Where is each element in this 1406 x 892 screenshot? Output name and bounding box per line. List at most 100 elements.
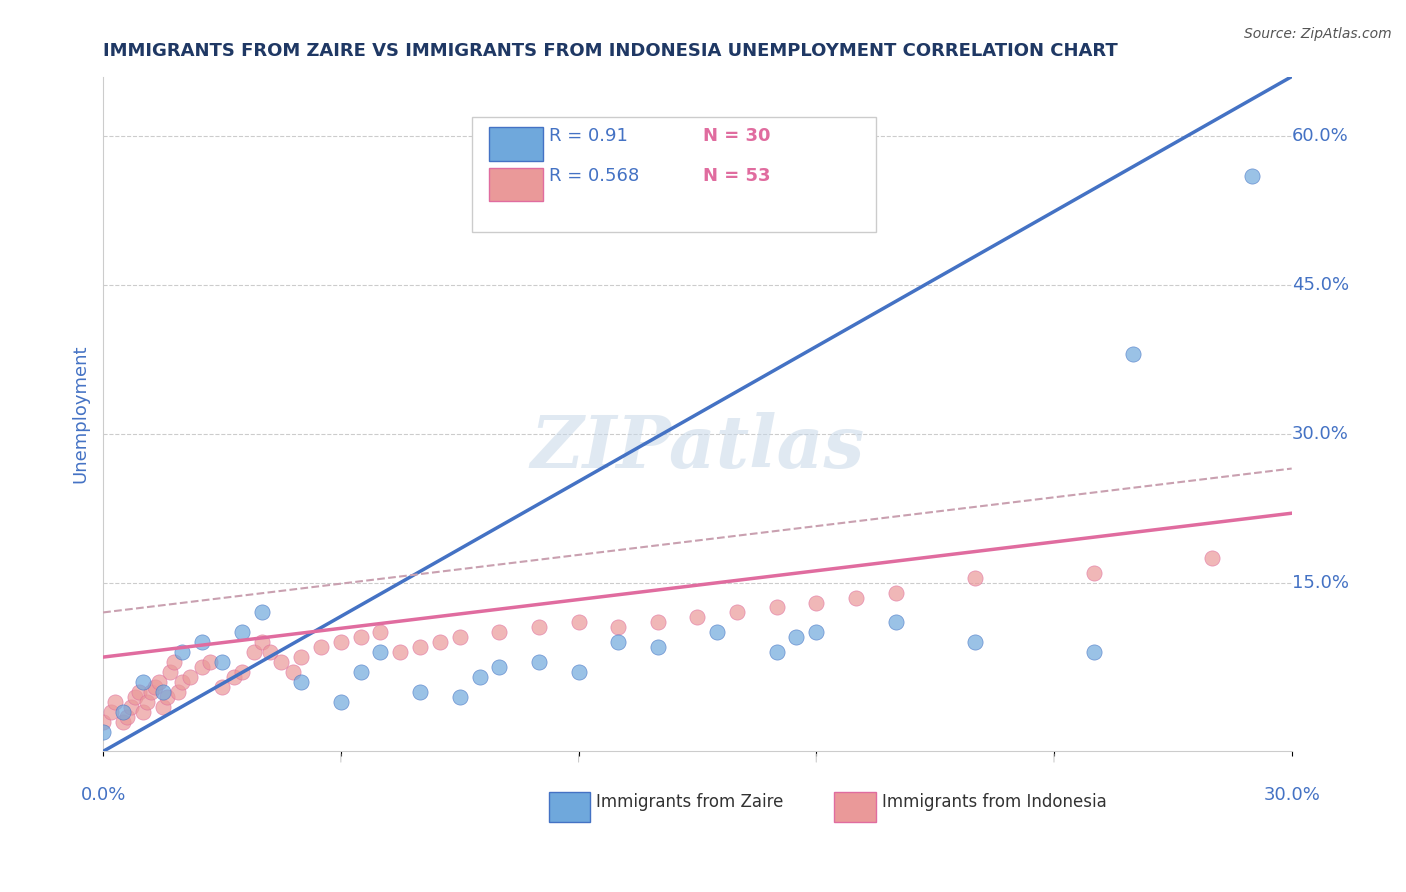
Point (350, 630, 373, 644)
Point (250, 635, 273, 649)
Point (409, 685, 432, 699)
Point (567, 665, 589, 679)
Point (607, 620, 630, 634)
Point (449, 630, 471, 644)
Point (370, 645, 392, 659)
Point (172, 674, 194, 689)
Point (259, 645, 281, 659)
Point (963, 635, 986, 649)
Text: Immigrants from Zaire: Immigrants from Zaire (596, 793, 783, 811)
Point (706, 625, 728, 640)
Point (527, 620, 550, 634)
FancyBboxPatch shape (834, 792, 876, 822)
Point (152, 685, 174, 699)
Point (115, 709, 138, 723)
Text: ZIPatlas: ZIPatlas (530, 412, 865, 483)
Text: R = 0.91: R = 0.91 (548, 127, 627, 145)
Point (527, 655, 550, 669)
Point (785, 630, 807, 644)
Point (350, 665, 373, 679)
Point (139, 685, 162, 699)
Point (765, 645, 787, 659)
Point (686, 610, 709, 624)
Point (163, 655, 186, 669)
Text: 30.0%: 30.0% (1263, 786, 1320, 804)
Point (607, 635, 630, 649)
Point (120, 699, 142, 714)
Point (111, 714, 134, 729)
Point (488, 625, 510, 640)
Text: 15.0%: 15.0% (1292, 574, 1348, 591)
Text: 60.0%: 60.0% (1292, 128, 1348, 145)
Point (104, 695, 127, 709)
Point (567, 615, 589, 630)
Text: Immigrants from Indonesia: Immigrants from Indonesia (882, 793, 1107, 811)
Point (132, 705, 155, 719)
Point (409, 640, 432, 655)
Point (100, 705, 122, 719)
Point (132, 674, 155, 689)
Point (806, 595, 828, 609)
Point (91, 724, 114, 739)
Point (488, 660, 510, 674)
Text: R = 0.568: R = 0.568 (548, 167, 640, 186)
Point (231, 665, 253, 679)
Point (172, 645, 194, 659)
Point (468, 670, 491, 684)
Point (242, 645, 264, 659)
Point (1122, 347, 1144, 361)
Point (270, 655, 292, 669)
Point (148, 674, 170, 689)
Point (1083, 566, 1105, 580)
Point (135, 695, 157, 709)
Point (329, 695, 352, 709)
Point (806, 625, 828, 640)
Point (231, 625, 253, 640)
Point (179, 670, 201, 684)
Text: IMMIGRANTS FROM ZAIRE VS IMMIGRANTS FROM INDONESIA UNEMPLOYMENT CORRELATION CHAR: IMMIGRANTS FROM ZAIRE VS IMMIGRANTS FROM… (103, 42, 1118, 60)
Point (250, 606, 273, 620)
Point (429, 635, 451, 649)
Point (191, 660, 214, 674)
Text: N = 30: N = 30 (703, 127, 770, 145)
Point (152, 699, 174, 714)
Point (449, 690, 471, 704)
Point (1241, 169, 1264, 183)
Point (290, 650, 312, 665)
FancyBboxPatch shape (489, 128, 543, 161)
Y-axis label: Unemployment: Unemployment (72, 344, 89, 483)
Text: 30.0%: 30.0% (1292, 425, 1348, 442)
FancyBboxPatch shape (548, 792, 591, 822)
Point (143, 680, 166, 694)
Text: 0.0%: 0.0% (80, 786, 125, 804)
Point (155, 690, 177, 704)
Point (309, 640, 332, 655)
Point (845, 591, 868, 605)
Point (647, 640, 669, 655)
Point (290, 674, 312, 689)
Point (647, 615, 669, 630)
Point (725, 606, 748, 620)
Point (211, 655, 233, 669)
Point (370, 625, 392, 640)
Point (884, 585, 907, 599)
Point (389, 645, 412, 659)
Point (283, 665, 305, 679)
Point (1083, 645, 1105, 659)
Point (159, 665, 181, 679)
Point (222, 670, 245, 684)
Point (91, 714, 114, 729)
FancyBboxPatch shape (489, 168, 543, 202)
Point (1201, 550, 1223, 565)
FancyBboxPatch shape (471, 117, 876, 232)
Text: N = 53: N = 53 (703, 167, 770, 186)
Point (963, 571, 986, 585)
Point (167, 685, 190, 699)
Point (124, 690, 146, 704)
Point (765, 600, 787, 615)
Point (191, 635, 214, 649)
Point (111, 705, 134, 719)
Point (329, 635, 352, 649)
Point (198, 655, 221, 669)
Point (128, 685, 150, 699)
